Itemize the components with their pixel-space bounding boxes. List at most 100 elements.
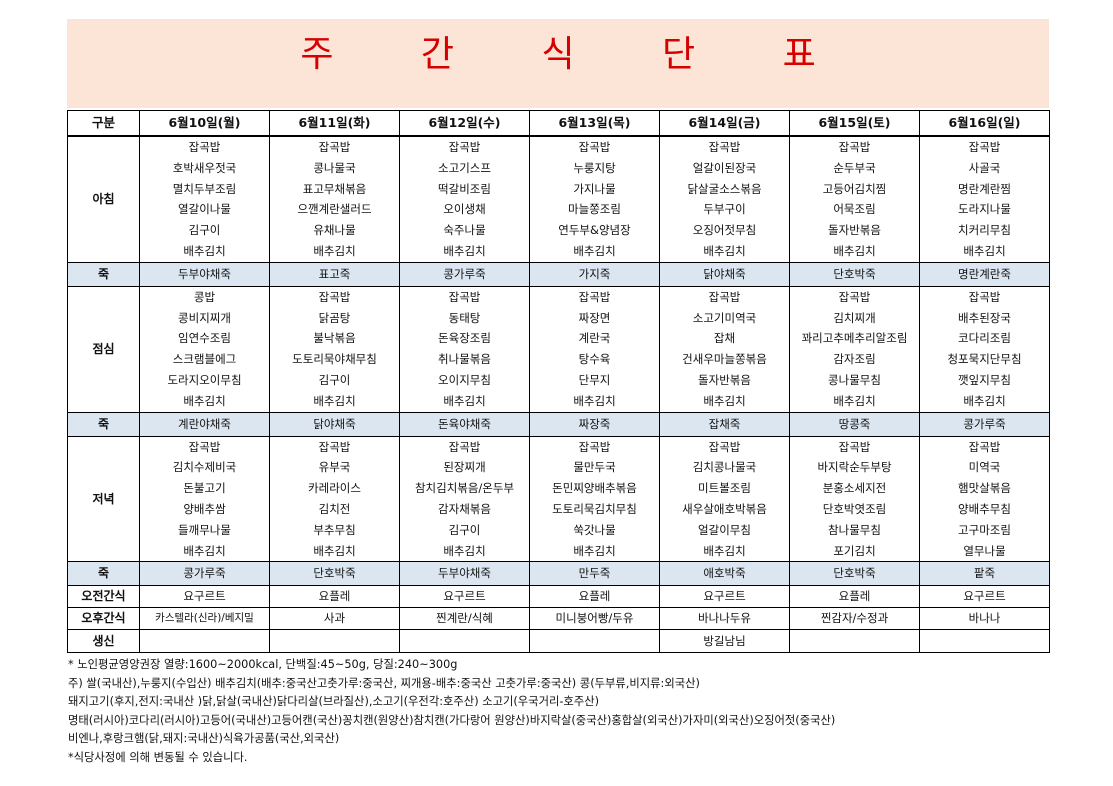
- birthday-cell: 방길남님: [659, 628, 790, 653]
- dish-item: 분홍소세지전: [822, 481, 887, 496]
- snack-cell: 요플레: [269, 585, 400, 609]
- dish-item: 열무나물: [963, 543, 1006, 558]
- footnote-line: *식당사정에 의해 변동될 수 있습니다.: [68, 750, 248, 764]
- weekly-menu-table: 구분 6월10일(월) 6월11일(화) 6월12일(수) 6월13일(목) 6…: [67, 110, 1050, 653]
- dish-item: 배추김치: [443, 243, 486, 258]
- dish-item: 배추김치: [963, 243, 1006, 258]
- dish-item: 꽈리고추메추리알조림: [801, 331, 908, 346]
- snack-label: 오전간식: [67, 585, 140, 609]
- page-title: 주 간 식 단 표: [300, 34, 854, 75]
- porridge-row: 죽 두부야채죽 표고죽 콩가루죽 가지죽 닭야채죽 단호박죽 명란계란죽: [67, 261, 1050, 287]
- dish-item: 돈육장조림: [438, 331, 491, 346]
- dish-item: 김치찌개: [833, 310, 876, 325]
- meal-label: 저녁: [67, 435, 140, 563]
- snack-cell: 요플레: [789, 585, 920, 609]
- dish-item: 멸치두부조림: [172, 181, 237, 196]
- footnote-line: 돼지고기(후지,전지:국내산 )닭,닭살(국내산)닭다리살(브라질산),소고기(…: [68, 695, 600, 708]
- dish-item: 배추김치: [703, 393, 746, 408]
- dish-item: 잡곡밥: [448, 439, 481, 454]
- snack-cell: 사과: [269, 607, 400, 630]
- meal-cell: 잡곡밥 콩나물국 표고무채볶음 으깬계란샐러드 유채나물 배추김치: [269, 135, 400, 263]
- day-header: 6월13일(목): [529, 110, 660, 137]
- birthday-cell: [919, 628, 1050, 653]
- porridge-row: 죽 콩가루죽 단호박죽 두부야채죽 만두죽 애호박죽 단호박죽 팥죽: [67, 561, 1050, 587]
- dish-item: 돌자반볶음: [698, 372, 751, 387]
- dish-item: 고등어김치찜: [822, 181, 887, 196]
- porridge-cell: 애호박죽: [659, 561, 790, 587]
- dish-item: 닭살굴소스볶음: [687, 181, 762, 196]
- dish-item: 콩나물무침: [828, 372, 881, 387]
- dish-item: 김구이: [188, 223, 221, 238]
- meal-cell: 잡곡밥 닭곰탕 불낙볶음 도토리묵야채무침 김구이 배추김치: [269, 285, 400, 413]
- header-row: 구분 6월10일(월) 6월11일(화) 6월12일(수) 6월13일(목) 6…: [67, 110, 1050, 137]
- dish-item: 배추김치: [443, 393, 486, 408]
- pm-snack-row: 오후간식 카스텔라(신라)/베지밀 사과 찐계란/식혜 미니붕어빵/두유 바나나…: [67, 607, 1050, 630]
- meal-label: 점심: [67, 285, 140, 413]
- porridge-cell: 두부야채죽: [139, 261, 270, 287]
- day-header: 6월11일(화): [269, 110, 400, 137]
- dish-item: 어묵조림: [833, 202, 876, 217]
- dish-item: 잡곡밥: [968, 140, 1001, 154]
- dish-item: 돈불고기: [183, 481, 226, 496]
- dish-item: 잡곡밥: [188, 140, 221, 154]
- meal-cell: 잡곡밥 얼갈이된장국 닭살굴소스볶음 두부구이 오징어젓무침 배추김치: [659, 135, 790, 263]
- dish-item: 가지나물: [573, 181, 616, 196]
- snack-cell: 요구르트: [659, 585, 790, 609]
- dish-item: 감자조림: [833, 352, 876, 367]
- dish-item: 잡곡밥: [708, 140, 741, 154]
- footnote-line: 명태(러시아)코다리(러시아)고등어(국내산)고등어캔(국산)꽁치캔(원양산)참…: [68, 713, 836, 727]
- dish-item: 물만두국: [573, 460, 616, 475]
- meal-cell: 잡곡밥 물만두국 돈민찌양배추볶음 도토리묵김치무침 쑥갓나물 배추김치: [529, 435, 660, 563]
- meal-label: 아침: [67, 135, 140, 263]
- dish-item: 치커리무침: [958, 223, 1011, 238]
- dish-item: 잡곡밥: [838, 289, 871, 304]
- dish-item: 동태탕: [448, 310, 481, 325]
- porridge-cell: 닭야채죽: [659, 261, 790, 287]
- snack-cell: 찐계란/식혜: [399, 607, 530, 630]
- dish-item: 양배추쌈: [183, 501, 226, 516]
- dish-item: 사골국: [968, 160, 1001, 175]
- dish-item: 유부국: [318, 460, 351, 475]
- dish-item: 배추김치: [313, 543, 356, 558]
- dish-item: 깻잎지무침: [958, 372, 1011, 387]
- dish-item: 배추김치: [573, 543, 616, 558]
- porridge-cell: 단호박죽: [789, 261, 920, 287]
- dish-item: 도토리묵김치무침: [552, 501, 637, 516]
- dish-item: 연두부&양념장: [558, 223, 631, 238]
- dish-item: 김치콩나물국: [692, 460, 757, 475]
- meal-cell: 잡곡밥 바지락순두부탕 분홍소세지전 단호박엿조림 참나물무침 포기김치: [789, 435, 920, 563]
- porridge-cell: 콩가루죽: [399, 261, 530, 287]
- dish-item: 소고기미역국: [692, 310, 757, 325]
- porridge-cell: 명란계란죽: [919, 261, 1050, 287]
- dish-item: 배추김치: [443, 543, 486, 558]
- porridge-cell: 단호박죽: [789, 561, 920, 587]
- dish-item: 잡채: [713, 331, 736, 346]
- porridge-cell: 만두죽: [529, 561, 660, 587]
- dish-item: 배추김치: [963, 393, 1006, 408]
- dish-item: 포기김치: [833, 543, 876, 558]
- porridge-cell: 잡채죽: [659, 411, 790, 437]
- meal-cell: 콩밥 콩비지찌개 임연수조림 스크램블에그 도라지오이무침 배추김치: [139, 285, 270, 413]
- dish-item: 도라지오이무침: [167, 372, 242, 387]
- footnote-line: * 노인평균영양권장 열량:1600~2000kcal, 단백질:45~50g,…: [68, 658, 458, 671]
- dish-item: 배추김치: [703, 243, 746, 258]
- meal-cell: 잡곡밥 누룽지탕 가지나물 마늘쫑조림 연두부&양념장 배추김치: [529, 135, 660, 263]
- birthday-cell: [139, 628, 270, 653]
- dish-item: 호박새우젓국: [172, 160, 237, 175]
- day-header: 6월10일(월): [139, 110, 270, 137]
- snack-cell: 바나나두유: [659, 607, 790, 630]
- dish-item: 탕수육: [578, 352, 611, 367]
- footnote-line: 주) 쌀(국내산),누룽지(수입산) 배추김치(배추:중국산고춧가루:중국산, …: [68, 676, 700, 690]
- dish-item: 단호박엿조림: [822, 501, 887, 516]
- porridge-row: 죽 계란야채죽 닭야채죽 돈육야채죽 짜장죽 잡채죽 땅콩죽 콩가루죽: [67, 411, 1050, 437]
- dish-item: 잡곡밥: [838, 140, 871, 154]
- dish-item: 배추김치: [833, 393, 876, 408]
- dish-item: 열갈이나물: [178, 202, 231, 217]
- dish-item: 김치전: [318, 501, 351, 516]
- dish-item: 얼갈이된장국: [692, 160, 757, 175]
- dish-item: 배추김치: [183, 243, 226, 258]
- dish-item: 배추된장국: [958, 310, 1011, 325]
- dish-item: 잡곡밥: [448, 289, 481, 304]
